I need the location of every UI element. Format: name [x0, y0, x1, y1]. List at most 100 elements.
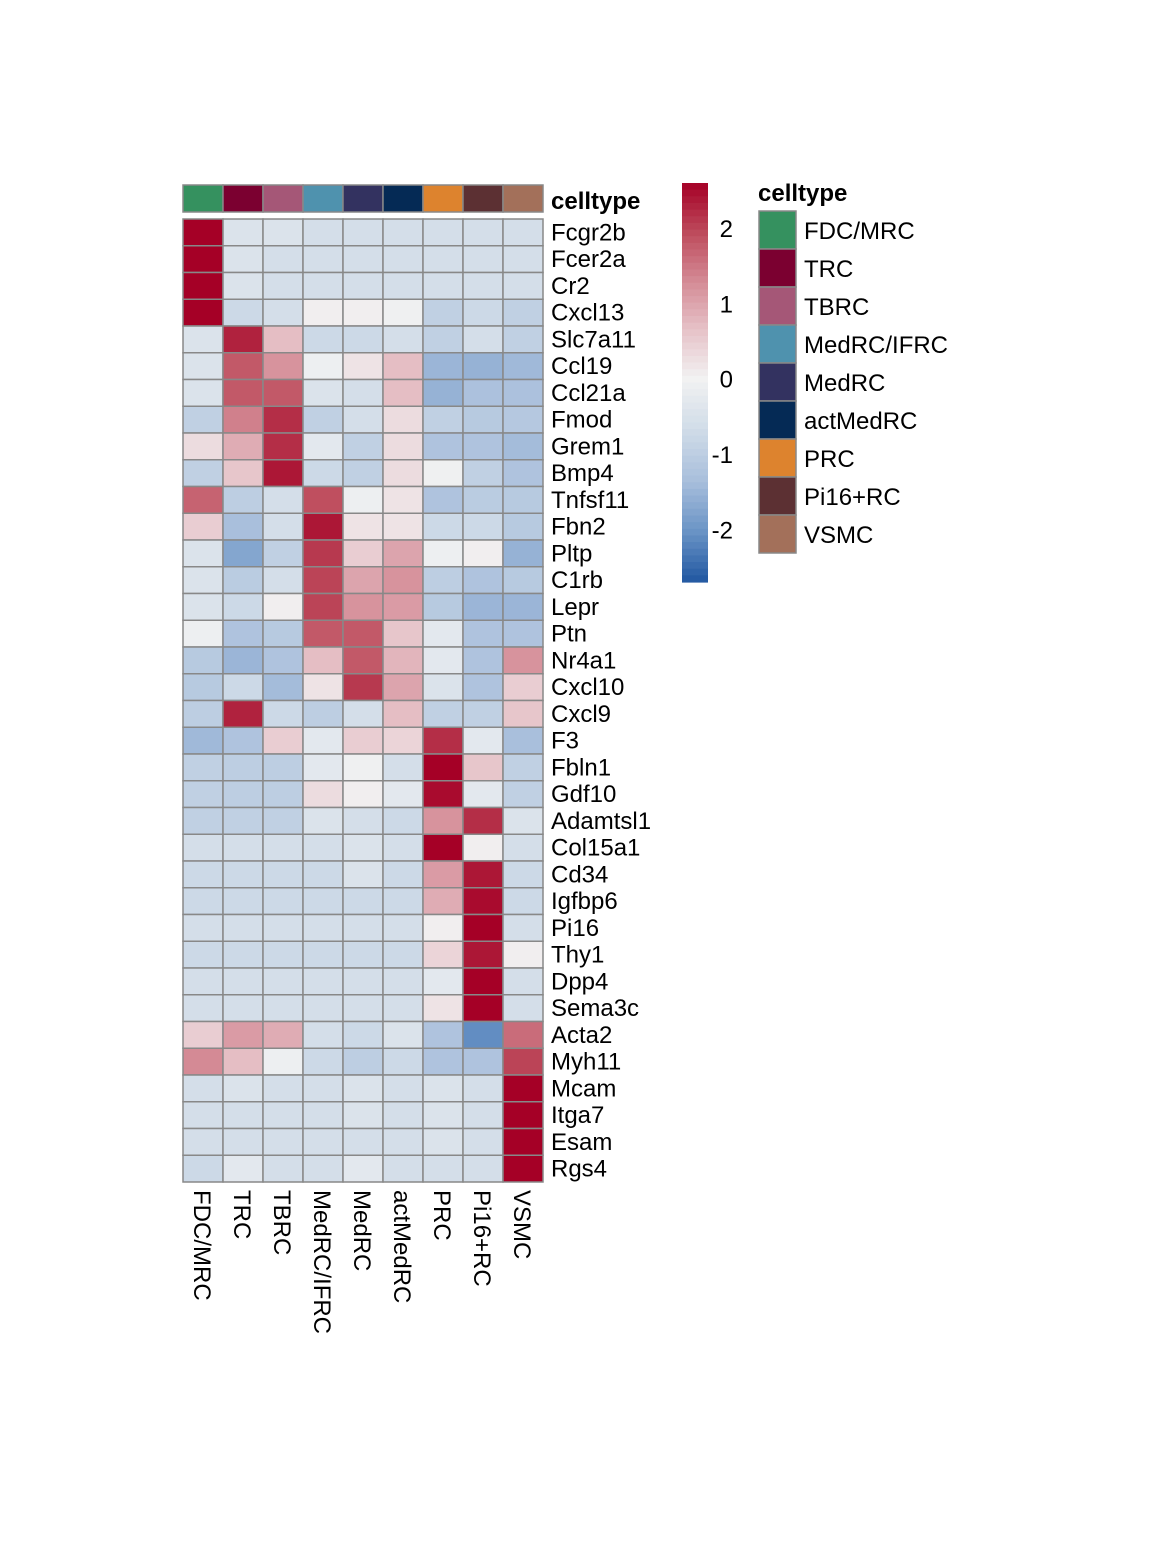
heatmap-cell — [182, 1154, 224, 1183]
colorbar-segment — [682, 183, 708, 191]
heatmap-cell — [462, 806, 504, 835]
heatmap-cell — [422, 592, 464, 621]
colorbar-segment — [682, 322, 708, 330]
heatmap-cell — [222, 485, 264, 514]
heatmap-cell — [422, 1020, 464, 1049]
heatmap-cell — [462, 940, 504, 969]
row-label: Bmp4 — [551, 460, 614, 487]
heatmap-cell — [422, 940, 464, 969]
heatmap-cell — [422, 298, 464, 327]
heatmap-cell — [422, 271, 464, 300]
heatmap-cell — [222, 913, 264, 942]
legend-label: TRC — [804, 256, 853, 283]
heatmap-cell — [262, 887, 304, 916]
legend-label: Pi16+RC — [804, 484, 901, 511]
heatmap-cell — [222, 699, 264, 728]
heatmap-cell — [302, 699, 344, 728]
colorbar-segment — [682, 488, 708, 497]
heatmap-cell — [302, 218, 344, 247]
heatmap-cell — [222, 780, 264, 809]
heatmap-cell — [262, 566, 304, 595]
heatmap-cell — [422, 967, 464, 996]
heatmap-cell — [462, 753, 504, 782]
heatmap-cell — [462, 726, 504, 755]
heatmap-cell — [342, 699, 384, 728]
heatmap-cell — [262, 673, 304, 702]
heatmap-cell — [302, 1127, 344, 1156]
heatmap-cell — [302, 298, 344, 327]
heatmap-cell — [422, 673, 464, 702]
heatmap-cell — [302, 352, 344, 381]
heatmap-cell — [262, 753, 304, 782]
heatmap-cell — [342, 566, 384, 595]
heatmap-cell — [462, 673, 504, 702]
heatmap-cell — [342, 780, 384, 809]
heatmap-cell — [342, 913, 384, 942]
colorbar-segment — [682, 302, 708, 310]
heatmap-cell — [222, 619, 264, 648]
row-label: Grem1 — [551, 433, 624, 460]
heatmap-cell — [182, 218, 224, 247]
legend-label: FDC/MRC — [804, 218, 915, 245]
heatmap-cell — [182, 780, 224, 809]
heatmap-cell — [222, 1101, 264, 1130]
heatmap-cell — [462, 619, 504, 648]
heatmap-cell — [462, 245, 504, 274]
heatmap-cell — [302, 485, 344, 514]
heatmap-cell — [502, 432, 544, 461]
colorbar-segment — [682, 242, 708, 251]
colorbar-segment — [682, 502, 708, 510]
heatmap-cell — [382, 860, 424, 889]
heatmap-cell — [462, 646, 504, 675]
heatmap-cell — [462, 485, 504, 514]
row-label: Myh11 — [551, 1049, 621, 1076]
heatmap-cell — [422, 1047, 464, 1076]
column-label: TRC — [228, 1190, 255, 1239]
colorbar-segment — [682, 542, 708, 550]
heatmap-cell — [382, 913, 424, 942]
heatmap-cell — [302, 432, 344, 461]
heatmap-cell — [502, 405, 544, 434]
row-label: Thy1 — [551, 942, 604, 969]
row-label: Ccl21a — [551, 380, 626, 407]
heatmap-cell — [422, 726, 464, 755]
heatmap-cell — [342, 1074, 384, 1103]
heatmap-cell — [222, 298, 264, 327]
heatmap-cell — [422, 539, 464, 568]
heatmap-cell — [182, 699, 224, 728]
legend-label: PRC — [804, 446, 855, 473]
heatmap-cell — [262, 218, 304, 247]
annotation-cell — [422, 184, 464, 213]
column-label: FDC/MRC — [188, 1190, 215, 1301]
heatmap-cell — [342, 940, 384, 969]
heatmap-cell — [502, 1074, 544, 1103]
heatmap-cell — [302, 646, 344, 675]
heatmap-cell — [462, 298, 504, 327]
heatmap-cell — [382, 432, 424, 461]
heatmap-cell — [182, 352, 224, 381]
legend-swatch — [758, 248, 797, 288]
heatmap-cell — [262, 646, 304, 675]
row-label: Lepr — [551, 594, 599, 621]
heatmap-cell — [182, 994, 224, 1023]
heatmap-cell — [502, 940, 544, 969]
column-label: PRC — [428, 1190, 455, 1241]
heatmap-cell — [342, 405, 384, 434]
heatmap-cell — [262, 833, 304, 862]
row-label: Cxcl9 — [551, 701, 611, 728]
heatmap-cell — [222, 432, 264, 461]
heatmap-cell — [382, 1047, 424, 1076]
heatmap-cell — [462, 352, 504, 381]
heatmap-cell — [182, 1127, 224, 1156]
heatmap-cell — [422, 994, 464, 1023]
heatmap-cell — [182, 298, 224, 327]
heatmap-cell — [422, 432, 464, 461]
heatmap-cell — [502, 913, 544, 942]
heatmap-cell — [262, 1020, 304, 1049]
heatmap-cell — [462, 378, 504, 407]
heatmap-cell — [262, 994, 304, 1023]
heatmap-cell — [462, 913, 504, 942]
legend-label: MedRC — [804, 370, 885, 397]
heatmap-cell — [422, 860, 464, 889]
